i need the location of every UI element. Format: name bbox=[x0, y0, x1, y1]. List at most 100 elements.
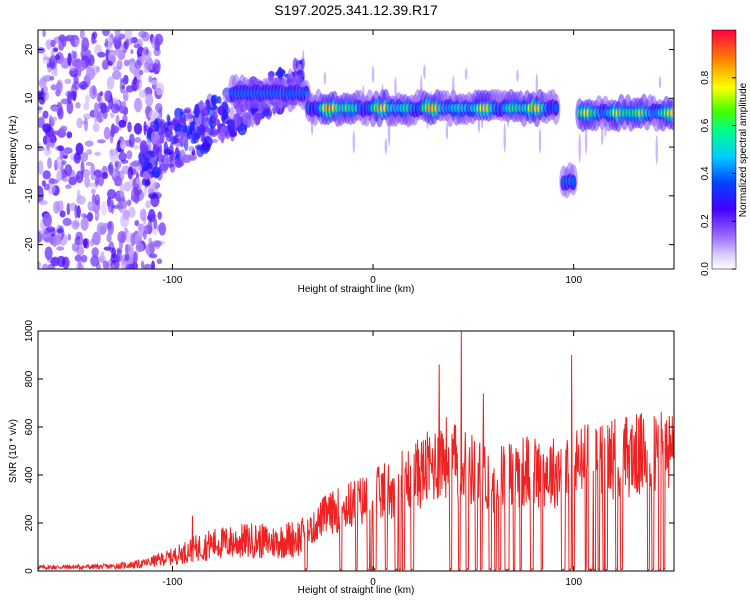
spectrogram-feature-0 bbox=[127, 206, 136, 218]
spectrogram-feature-1 bbox=[186, 130, 193, 140]
spectrogram-feature-0 bbox=[38, 200, 48, 206]
spectrogram-feature-1 bbox=[204, 117, 214, 122]
spectrogram-feature-0 bbox=[104, 38, 109, 48]
spectrogram-feature-5 bbox=[655, 135, 658, 165]
spectrogram-feature-2 bbox=[302, 49, 305, 77]
spectrogram-feature-1 bbox=[216, 96, 222, 104]
spectrogram-feature-0 bbox=[119, 183, 125, 198]
spectrogram-feature-0 bbox=[130, 232, 136, 246]
spectrogram-feature-0 bbox=[48, 55, 58, 70]
spectrogram-feature-0 bbox=[86, 212, 94, 222]
spectrogram-feature-1 bbox=[149, 157, 156, 164]
spectrogram-feature-1 bbox=[147, 161, 152, 175]
spectrogram-feature-1 bbox=[163, 141, 168, 155]
spectrogram-feature-0 bbox=[115, 114, 120, 126]
spectrogram-feature-0 bbox=[72, 61, 79, 67]
spectrogram-feature-0 bbox=[156, 224, 164, 232]
spectrogram-feature-0 bbox=[73, 153, 82, 164]
spectrogram-feature-0 bbox=[103, 246, 112, 251]
spectrogram-feature-0 bbox=[118, 152, 127, 162]
spectrogram-feature-0 bbox=[50, 84, 58, 91]
spectrogram-y-tick-label-2: 0 bbox=[24, 144, 35, 150]
spectrogram-feature-0 bbox=[106, 76, 115, 90]
spectrogram-feature-0 bbox=[79, 30, 85, 40]
spectrogram-y-tick-label-4: 20 bbox=[24, 44, 35, 56]
spectrogram-feature-1 bbox=[147, 140, 152, 152]
spectrogram-feature-0 bbox=[100, 251, 105, 263]
spectrogram-feature-0 bbox=[126, 199, 132, 207]
spectrogram-feature-0 bbox=[84, 175, 90, 188]
snr-series-line bbox=[38, 331, 674, 571]
spectrogram-marks bbox=[38, 30, 674, 269]
spectrogram-feature-0 bbox=[109, 54, 116, 64]
spectrogram-feature-2 bbox=[273, 101, 276, 117]
spectrogram-feature-0 bbox=[107, 220, 114, 236]
spectrogram-feature-1 bbox=[216, 119, 221, 129]
spectrogram-feature-0 bbox=[42, 123, 52, 133]
spectrogram-feature-0 bbox=[101, 201, 107, 216]
spectrogram-feature-0 bbox=[91, 39, 97, 44]
spectrogram-feature-0 bbox=[46, 263, 56, 269]
spectrogram-feature-0 bbox=[134, 220, 140, 227]
spectrogram-y-tick-label-1: -10 bbox=[24, 188, 35, 203]
spectrogram-feature-0 bbox=[42, 213, 52, 227]
spectrogram-feature-0 bbox=[90, 174, 97, 181]
spectrogram-feature-1 bbox=[229, 106, 235, 121]
spectrogram-feature-0 bbox=[77, 59, 86, 72]
spectrogram-feature-0 bbox=[116, 201, 123, 211]
spectrogram-x-tick-label-0: -100 bbox=[162, 275, 182, 286]
spectrogram-feature-0 bbox=[96, 222, 107, 236]
spectrogram-feature-0 bbox=[112, 70, 122, 80]
snr-x-tick-label-2: 100 bbox=[565, 577, 582, 588]
spectrogram-feature-0 bbox=[145, 200, 152, 209]
spectrogram-feature-0 bbox=[53, 47, 59, 53]
spectrogram-feature-0 bbox=[114, 104, 119, 110]
spectrogram-feature-1 bbox=[168, 155, 173, 163]
spectrogram-feature-0 bbox=[56, 170, 63, 182]
spectrogram-feature-0 bbox=[132, 186, 143, 196]
spectrogram-feature-3 bbox=[553, 103, 559, 113]
spectrogram-feature-0 bbox=[92, 122, 100, 133]
spectrogram-feature-0 bbox=[56, 81, 62, 91]
spectrogram-feature-0 bbox=[153, 47, 161, 57]
snr-frame bbox=[37, 330, 675, 572]
spectrogram-feature-1 bbox=[164, 129, 174, 139]
snr-y-tick-label-4: 800 bbox=[24, 370, 35, 387]
spectrogram-feature-0 bbox=[62, 177, 69, 182]
spectrogram-feature-0 bbox=[43, 183, 50, 191]
spectrogram-feature-1 bbox=[189, 121, 195, 132]
spectrogram-feature-3 bbox=[371, 66, 375, 83]
snr-y-tick-label-1: 200 bbox=[24, 514, 35, 531]
spectrogram-feature-1 bbox=[158, 151, 162, 166]
spectrogram-feature-0 bbox=[119, 140, 127, 150]
spectrogram-feature-0 bbox=[100, 103, 107, 114]
spectrogram-feature-0 bbox=[38, 142, 42, 147]
spectrogram-feature-0 bbox=[59, 210, 66, 218]
spectrogram-feature-1 bbox=[166, 158, 170, 167]
spectrogram-feature-0 bbox=[97, 139, 106, 144]
spectrogram-feature-1 bbox=[179, 108, 184, 116]
spectrogram-feature-0 bbox=[85, 94, 90, 104]
spectrogram-feature-0 bbox=[133, 123, 143, 135]
spectrogram-feature-0 bbox=[50, 39, 56, 48]
spectrogram-feature-0 bbox=[47, 157, 52, 169]
spectrogram-feature-0 bbox=[94, 151, 102, 156]
spectrogram-feature-0 bbox=[66, 100, 74, 115]
spectrogram-feature-0 bbox=[62, 217, 72, 227]
spectrogram-feature-0 bbox=[71, 39, 76, 46]
spectrogram-feature-0 bbox=[125, 264, 134, 269]
spectrogram-feature-1 bbox=[227, 118, 236, 132]
spectrogram-feature-1 bbox=[217, 131, 226, 141]
snr-y-axis-label: SNR (10 * v/v) bbox=[8, 419, 19, 483]
spectrogram-feature-0 bbox=[123, 74, 129, 85]
spectrogram-feature-0 bbox=[120, 213, 130, 228]
spectrogram-feature-1 bbox=[222, 101, 229, 114]
spectrogram-feature-0 bbox=[93, 109, 98, 124]
colorbar-ticks: 0.0 0.2 0.4 0.6 0.8 bbox=[700, 70, 736, 276]
spectrogram-feature-0 bbox=[127, 166, 133, 180]
spectrogram-feature-0 bbox=[55, 89, 61, 97]
spectrogram-feature-0 bbox=[148, 253, 158, 259]
spectrogram-feature-0 bbox=[86, 66, 96, 80]
